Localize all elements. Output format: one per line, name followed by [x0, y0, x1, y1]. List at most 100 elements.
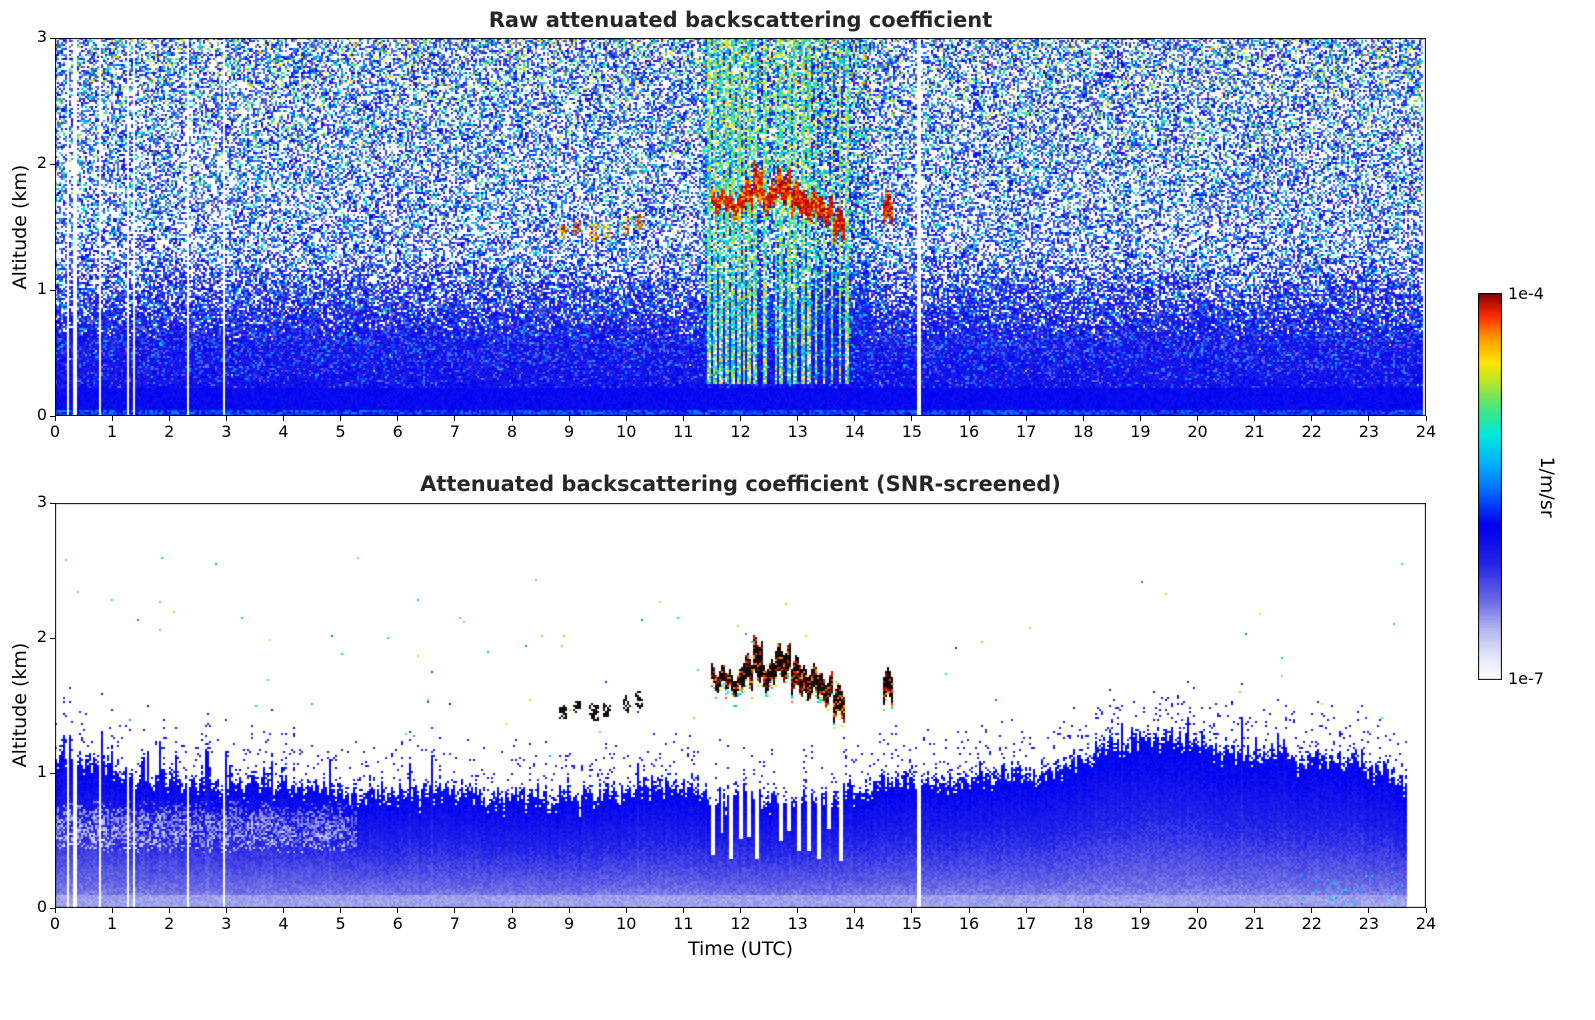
- x-tick-mark: [1254, 908, 1256, 913]
- x-tick-label: 3: [221, 422, 232, 441]
- y-tick-mark: [50, 37, 55, 39]
- x-tick-label: 2: [164, 914, 175, 933]
- x-tick-label: 12: [730, 914, 751, 933]
- x-tick-label: 16: [958, 422, 980, 441]
- x-tick-mark: [454, 908, 456, 913]
- x-tick-mark: [911, 416, 913, 421]
- x-tick-label: 21: [1244, 914, 1265, 933]
- x-tick-mark: [797, 908, 799, 913]
- y-tick-mark: [50, 289, 55, 291]
- colorbar-canvas: [1478, 293, 1502, 680]
- colorbar-max-label: 1e-4: [1508, 284, 1544, 303]
- x-tick-label: 5: [335, 422, 346, 441]
- x-tick-label: 12: [730, 422, 751, 441]
- x-tick-label: 7: [449, 422, 460, 441]
- x-tick-mark: [168, 908, 170, 913]
- x-tick-mark: [625, 908, 627, 913]
- x-tick-mark: [1311, 416, 1313, 421]
- x-tick-mark: [340, 908, 342, 913]
- x-tick-mark: [1139, 416, 1141, 421]
- raw-backscatter-panel: [55, 38, 1426, 416]
- x-tick-label: 9: [564, 422, 575, 441]
- x-tick-label: 22: [1301, 422, 1322, 441]
- x-tick-label: 6: [392, 422, 403, 441]
- y-tick-mark: [50, 163, 55, 165]
- x-tick-label: 14: [844, 422, 865, 441]
- x-tick-label: 9: [564, 914, 575, 933]
- x-tick-label: 8: [506, 914, 518, 933]
- x-tick-mark: [283, 908, 284, 913]
- x-tick-label: 16: [958, 914, 980, 933]
- x-tick-mark: [283, 416, 284, 421]
- x-tick-mark: [340, 416, 342, 421]
- x-tick-mark: [1197, 908, 1198, 913]
- y-tick-label: 3: [36, 492, 47, 511]
- x-tick-label: 1: [107, 914, 118, 933]
- x-tick-label: 13: [787, 422, 808, 441]
- x-tick-label: 14: [844, 914, 865, 933]
- y-tick-label: 1: [36, 279, 47, 298]
- x-tick-label: 4: [278, 422, 289, 441]
- colorbar-bar: [1478, 293, 1502, 680]
- x-tick-mark: [225, 416, 227, 421]
- x-tick-label: 23: [1358, 914, 1380, 933]
- y-tick-mark: [50, 907, 55, 909]
- x-tick-label: 4: [278, 914, 289, 933]
- top-y-axis-label: Altitude (km): [9, 164, 31, 290]
- y-tick-label: 2: [36, 627, 47, 646]
- x-tick-mark: [911, 908, 913, 913]
- x-tick-label: 19: [1130, 914, 1151, 933]
- x-tick-label: 17: [1015, 914, 1037, 933]
- x-tick-mark: [968, 416, 970, 421]
- x-tick-mark: [1197, 416, 1198, 421]
- x-tick-mark: [740, 908, 741, 913]
- y-tick-label: 0: [36, 405, 47, 424]
- x-tick-label: 17: [1015, 422, 1037, 441]
- x-tick-label: 2: [164, 422, 175, 441]
- x-axis-label: Time (UTC): [687, 938, 794, 960]
- colorbar-min-label: 1e-7: [1508, 669, 1544, 688]
- x-tick-label: 15: [901, 422, 923, 441]
- x-tick-label: 18: [1073, 422, 1094, 441]
- x-tick-mark: [854, 908, 856, 913]
- x-tick-mark: [1082, 416, 1084, 421]
- raw-heatmap-canvas: [55, 38, 1426, 416]
- y-tick-label: 1: [36, 762, 47, 781]
- x-tick-mark: [1139, 908, 1141, 913]
- x-tick-label: 24: [1415, 914, 1437, 933]
- x-tick-label: 23: [1358, 422, 1380, 441]
- x-tick-label: 10: [616, 914, 637, 933]
- y-tick-label: 0: [36, 897, 47, 916]
- x-tick-label: 13: [787, 914, 808, 933]
- x-tick-label: 22: [1301, 914, 1322, 933]
- x-tick-mark: [397, 908, 399, 913]
- x-tick-mark: [1311, 908, 1313, 913]
- screened-heatmap-canvas: [55, 503, 1426, 908]
- x-tick-mark: [225, 908, 227, 913]
- x-tick-mark: [1425, 908, 1427, 913]
- x-tick-label: 15: [901, 914, 923, 933]
- colorbar-unit-label: 1/m/sr: [1536, 456, 1558, 518]
- x-tick-mark: [511, 416, 513, 421]
- x-tick-label: 0: [49, 914, 61, 933]
- x-tick-label: 19: [1130, 422, 1151, 441]
- x-tick-mark: [797, 416, 799, 421]
- x-tick-label: 11: [673, 914, 694, 933]
- x-tick-label: 21: [1244, 422, 1265, 441]
- x-tick-mark: [1025, 416, 1027, 421]
- x-tick-mark: [511, 908, 513, 913]
- x-tick-label: 1: [107, 422, 118, 441]
- x-tick-mark: [54, 416, 56, 421]
- bottom-y-axis-label: Altitude (km): [9, 642, 31, 768]
- x-tick-mark: [454, 416, 456, 421]
- x-tick-mark: [968, 908, 970, 913]
- x-tick-mark: [1025, 908, 1027, 913]
- x-tick-mark: [111, 416, 113, 421]
- x-tick-mark: [168, 416, 170, 421]
- x-tick-label: 20: [1187, 914, 1208, 933]
- x-tick-mark: [1368, 908, 1370, 913]
- y-tick-label: 2: [36, 153, 47, 172]
- x-tick-mark: [625, 416, 627, 421]
- y-tick-mark: [50, 415, 55, 417]
- x-tick-label: 6: [392, 914, 403, 933]
